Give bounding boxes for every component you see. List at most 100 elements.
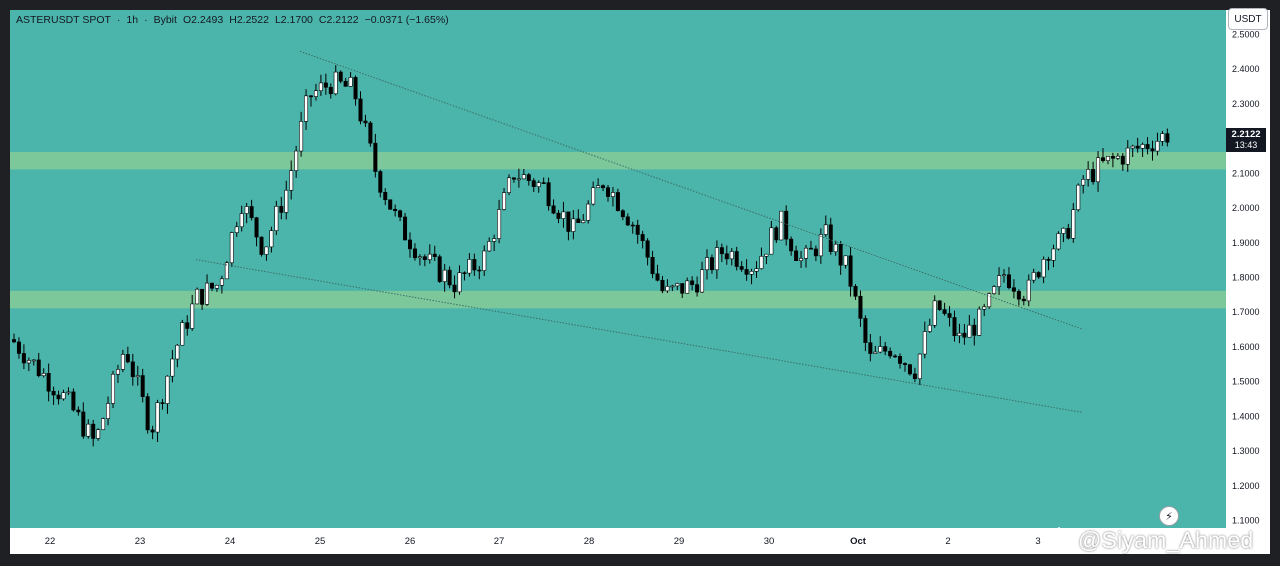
candle-up[interactable] (96, 429, 101, 439)
candle-up[interactable] (714, 247, 719, 271)
candle-up[interactable] (86, 423, 91, 437)
candle-down[interactable] (601, 185, 606, 188)
candle-up[interactable] (284, 189, 289, 213)
candle-down[interactable] (546, 182, 551, 207)
candle-down[interactable] (962, 332, 967, 338)
candle-down[interactable] (125, 354, 130, 363)
candle-down[interactable] (794, 250, 799, 262)
candle-up[interactable] (818, 234, 823, 257)
candle-up[interactable] (26, 360, 31, 364)
candle-down[interactable] (452, 284, 457, 293)
candle-down[interactable] (813, 248, 818, 257)
candle-down[interactable] (56, 394, 61, 400)
candle-up[interactable] (878, 346, 883, 353)
candle-up[interactable] (427, 253, 432, 260)
candle-up[interactable] (180, 322, 185, 346)
candle-down[interactable] (477, 269, 482, 272)
candle-down[interactable] (937, 300, 942, 310)
candle-down[interactable] (36, 359, 41, 377)
candle-down[interactable] (650, 256, 655, 275)
candle-up[interactable] (135, 375, 140, 378)
candle-up[interactable] (1160, 133, 1165, 142)
candle-up[interactable] (769, 227, 774, 255)
candle-up[interactable] (333, 71, 338, 95)
candle-down[interactable] (388, 199, 393, 210)
support-resistance-zone[interactable] (10, 290, 1226, 309)
candle-up[interactable] (175, 344, 180, 360)
candle-up[interactable] (66, 391, 71, 394)
candle-up[interactable] (155, 402, 160, 433)
candle-down[interactable] (185, 322, 190, 329)
candle-up[interactable] (967, 324, 972, 338)
candle-up[interactable] (274, 206, 279, 231)
candle-down[interactable] (1046, 258, 1051, 261)
candle-down[interactable] (378, 171, 383, 193)
candle-up[interactable] (536, 182, 541, 187)
candle-down[interactable] (605, 187, 610, 197)
candle-up[interactable] (843, 255, 848, 266)
candle-up[interactable] (120, 354, 125, 370)
candle-down[interactable] (541, 182, 546, 184)
candle-down[interactable] (868, 342, 873, 354)
candle-up[interactable] (992, 286, 997, 294)
candle-up[interactable] (957, 332, 962, 336)
candle-down[interactable] (472, 259, 477, 271)
candle-up[interactable] (917, 353, 922, 379)
candle-up[interactable] (833, 243, 838, 253)
candle-down[interactable] (210, 282, 215, 289)
candle-down[interactable] (739, 266, 744, 270)
candle-up[interactable] (700, 269, 705, 293)
candle-up[interactable] (502, 192, 507, 210)
trendline[interactable] (299, 50, 1083, 330)
candle-down[interactable] (888, 350, 893, 357)
candle-down[interactable] (76, 409, 81, 413)
candle-down[interactable] (343, 80, 348, 87)
candle-up[interactable] (264, 246, 269, 255)
symbol-name[interactable]: ASTERUSDT SPOT (16, 14, 111, 26)
candle-up[interactable] (1051, 248, 1056, 261)
candle-up[interactable] (704, 257, 709, 271)
candle-up[interactable] (101, 418, 106, 431)
candle-up[interactable] (516, 178, 521, 181)
candle-up[interactable] (1081, 179, 1086, 186)
candle-down[interactable] (403, 216, 408, 241)
candle-up[interactable] (610, 192, 615, 197)
candle-up[interactable] (219, 278, 224, 286)
candle-up[interactable] (922, 331, 927, 355)
candle-down[interactable] (383, 192, 388, 201)
candle-down[interactable] (1011, 287, 1016, 292)
candle-down[interactable] (724, 253, 729, 260)
candle-up[interactable] (977, 308, 982, 336)
candle-up[interactable] (195, 288, 200, 305)
candle-down[interactable] (160, 402, 165, 404)
candle-up[interactable] (997, 275, 1002, 287)
trendline[interactable] (195, 259, 1083, 413)
candle-up[interactable] (521, 174, 526, 180)
candle-up[interactable] (1155, 140, 1160, 152)
candle-down[interactable] (853, 286, 858, 297)
candle-up[interactable] (487, 241, 492, 252)
candle-down[interactable] (719, 247, 724, 255)
candle-down[interactable] (645, 240, 650, 258)
candle-down[interactable] (690, 280, 695, 285)
candle-up[interactable] (779, 210, 784, 241)
candle-up[interactable] (1026, 279, 1031, 302)
candle-up[interactable] (318, 82, 323, 92)
candle-up[interactable] (987, 293, 992, 308)
candle-up[interactable] (313, 90, 318, 97)
candle-up[interactable] (1001, 274, 1006, 277)
candle-down[interactable] (398, 210, 403, 218)
candle-down[interactable] (254, 217, 259, 238)
candle-up[interactable] (1061, 227, 1066, 234)
candle-up[interactable] (482, 250, 487, 271)
candle-up[interactable] (497, 209, 502, 239)
candle-down[interactable] (140, 375, 145, 397)
candle-up[interactable] (764, 253, 769, 257)
candle-down[interactable] (947, 313, 952, 318)
currency-button[interactable]: USDT (1228, 8, 1268, 30)
candle-up[interactable] (224, 262, 229, 280)
candle-down[interactable] (808, 247, 813, 250)
candle-up[interactable] (1056, 233, 1061, 250)
candle-down[interactable] (838, 243, 843, 266)
candle-down[interactable] (1120, 155, 1125, 165)
